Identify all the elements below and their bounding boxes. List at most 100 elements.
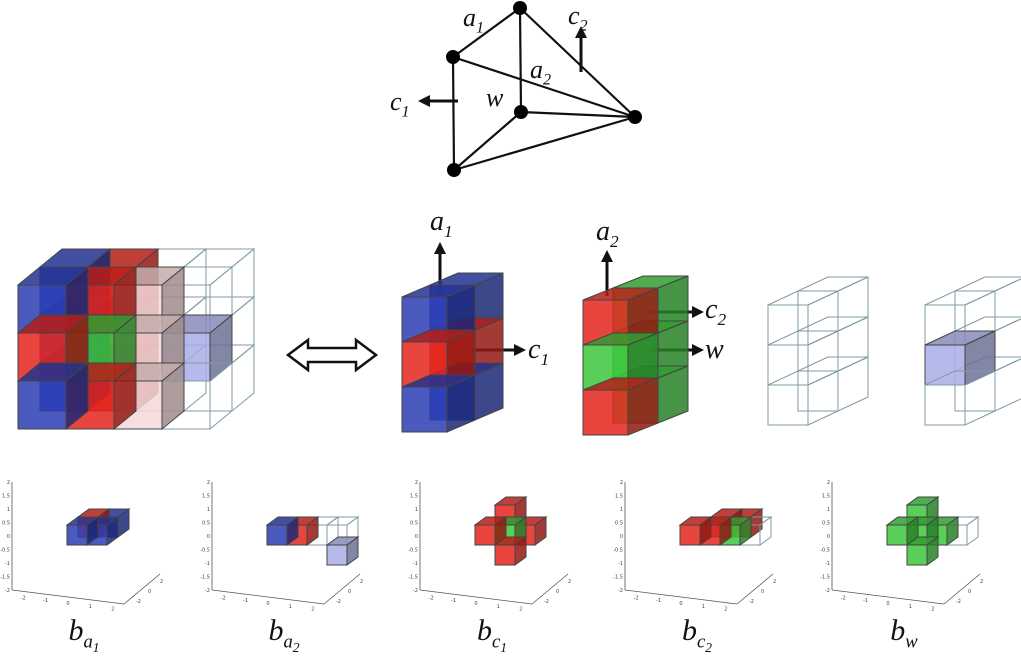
z-tick-label: 0 <box>827 534 830 540</box>
cube <box>767 290 839 346</box>
z-tick-label: -2 <box>413 588 418 594</box>
axis-line <box>943 573 981 605</box>
z-tick-label: 0 <box>620 534 623 540</box>
y-tick-label: -2 <box>336 599 341 605</box>
cube <box>401 329 476 388</box>
z-tick-label: -0.5 <box>408 548 418 554</box>
cube-side <box>807 330 839 386</box>
cube-side <box>807 290 839 346</box>
x-tick-label: -2 <box>429 595 434 601</box>
label-base: a <box>430 206 444 237</box>
y-tick-label: -2 <box>136 599 141 605</box>
x-tick-label: -1 <box>43 598 48 604</box>
label-base: a <box>530 55 543 84</box>
label-base: w <box>486 83 504 112</box>
math-label: a2 <box>530 55 551 89</box>
cube <box>885 516 920 546</box>
math-label: ba2 <box>268 614 299 655</box>
math-label: a1 <box>430 206 453 241</box>
x-tick-label: 2 <box>111 607 114 613</box>
math-label: w <box>705 334 724 365</box>
label-base: w <box>705 334 724 365</box>
y-tick-label: 0 <box>968 589 971 595</box>
cube-front <box>401 386 448 433</box>
cube-side <box>231 295 255 365</box>
axis-line <box>531 573 569 605</box>
double-arrow <box>285 337 379 373</box>
x-tick-label: 2 <box>519 607 522 613</box>
label-base: c <box>568 1 580 30</box>
z-tick-label: -1.5 <box>200 575 210 581</box>
cube <box>767 330 839 386</box>
cube <box>582 377 659 436</box>
z-tick-label: -2 <box>5 588 10 594</box>
label-base: c <box>390 87 402 116</box>
cube-front <box>66 524 88 546</box>
cube-front <box>266 524 288 546</box>
axis-line <box>624 589 738 605</box>
cube-front <box>906 544 928 566</box>
z-tick-label: 0.5 <box>2 521 10 527</box>
label-sub: a <box>283 632 292 653</box>
label-base: a <box>596 216 610 247</box>
axis-line <box>419 589 533 605</box>
cube <box>493 536 528 566</box>
z-tick-label: 1.5 <box>202 494 210 500</box>
x-tick-label: 0 <box>679 601 682 607</box>
cube-side <box>994 318 1021 372</box>
cube <box>473 516 508 546</box>
z-tick-label: 0 <box>7 534 10 540</box>
z-tick-label: 0 <box>415 534 418 540</box>
cube-side <box>183 247 207 317</box>
cube-side <box>231 343 255 413</box>
y-tick-label: 2 <box>160 579 163 585</box>
z-tick-label: 1 <box>7 507 10 513</box>
z-tick-label: 1.5 <box>615 494 623 500</box>
math-label: ba1 <box>68 614 99 655</box>
label-sub: 2 <box>580 18 588 35</box>
cube-side <box>994 358 1021 412</box>
cube-side <box>837 316 869 372</box>
cube-front <box>326 544 348 566</box>
z-tick-label: 0.5 <box>410 521 418 527</box>
cube <box>401 374 476 433</box>
x-tick-label: 1 <box>909 604 912 610</box>
label-subsub: 1 <box>500 640 507 655</box>
z-tick-label: 1 <box>415 507 418 513</box>
z-tick-label: 1 <box>620 507 623 513</box>
cube <box>65 516 100 546</box>
cube-front <box>767 344 809 386</box>
cube-front <box>582 389 629 436</box>
cube-front <box>924 344 966 386</box>
y-tick-label: 0 <box>761 589 764 595</box>
label-sub: 1 <box>476 20 484 37</box>
label-subsub: 2 <box>293 640 300 655</box>
label-sub: w <box>905 632 918 653</box>
cube-front <box>797 330 839 372</box>
z-tick-label: -0.5 <box>0 548 10 554</box>
label-base: b <box>890 614 905 647</box>
math-label: c2 <box>568 1 588 35</box>
z-tick-label: 2 <box>7 480 10 486</box>
cube-front <box>494 544 516 566</box>
x-tick-label: 2 <box>311 607 314 613</box>
cube-top <box>767 330 839 346</box>
label-base: b <box>68 614 83 647</box>
z-tick-label: 0.5 <box>202 521 210 527</box>
x-tick-label: -2 <box>21 595 26 601</box>
y-tick-label: 2 <box>980 579 983 585</box>
cube <box>905 536 940 566</box>
cube-top <box>767 370 839 386</box>
cube-front <box>924 384 966 426</box>
label-sub: a <box>83 632 92 653</box>
axis-line <box>211 589 325 605</box>
z-tick-label: -1 <box>618 561 623 567</box>
x-tick-label: 1 <box>89 604 92 610</box>
z-tick-label: 1 <box>827 507 830 513</box>
z-tick-label: 0.5 <box>822 521 830 527</box>
axis-line <box>11 589 125 605</box>
z-tick-label: -2 <box>825 588 830 594</box>
cube-front <box>679 524 701 546</box>
x-tick-label: 0 <box>266 601 269 607</box>
